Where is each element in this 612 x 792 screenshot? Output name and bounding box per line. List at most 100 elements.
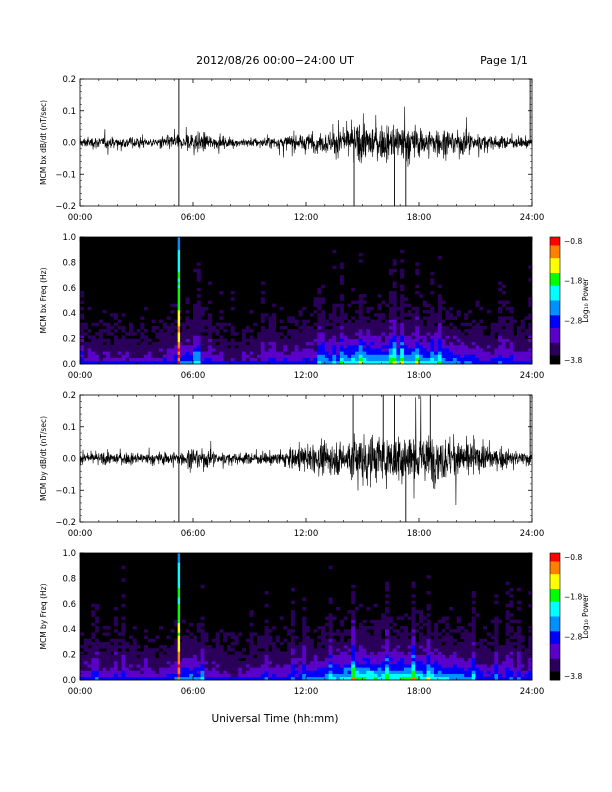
spectrogram-cell <box>452 351 457 355</box>
spectrogram-cell <box>170 654 175 659</box>
spectrogram-cell <box>358 313 363 317</box>
spectrogram-cell <box>456 332 461 336</box>
spectrogram-cell <box>121 670 126 674</box>
spectrogram-cell <box>524 664 529 668</box>
spectrogram-cell <box>411 335 416 339</box>
spectrogram-cell <box>80 341 85 346</box>
spectrogram-cell <box>351 600 356 605</box>
spectrogram-cell <box>434 325 439 330</box>
spectrogram-cell <box>170 645 175 649</box>
spectrogram-cell <box>98 676 103 681</box>
spectrogram-cell <box>223 348 228 352</box>
spectrogram-cell <box>351 645 356 649</box>
colorbar-band <box>550 272 560 276</box>
spectrogram-cell <box>332 673 337 678</box>
spectrogram-cell <box>403 313 408 317</box>
spectrogram-cell <box>298 645 303 649</box>
spectrogram-cell <box>128 322 134 327</box>
spectrogram-cell <box>434 316 439 320</box>
colorbar-band <box>550 268 560 272</box>
spectrogram-cell <box>196 322 201 327</box>
spectrogram-cell <box>445 341 450 346</box>
spectrogram-cell <box>287 654 292 659</box>
spectrogram-cell <box>524 673 529 678</box>
spectrogram-cell <box>91 641 96 646</box>
spectrogram-cell <box>80 657 85 662</box>
spectrogram-cell <box>358 657 363 662</box>
spectrogram-cell <box>351 322 356 327</box>
spectrogram-cell <box>264 329 269 333</box>
spectrogram-cell <box>166 348 171 352</box>
spectrogram-cell <box>505 348 510 352</box>
spectrogram-cell <box>272 641 277 646</box>
spectrogram-cell <box>204 651 209 655</box>
spectrogram-cell <box>377 335 382 339</box>
spectrogram-cell <box>362 300 367 304</box>
spectrogram-cell <box>321 360 326 365</box>
spectrogram-cell <box>110 673 115 678</box>
spectrogram-cell <box>253 667 258 671</box>
spectrogram-cell <box>479 648 484 652</box>
spectrogram-cell <box>528 322 533 327</box>
spectrogram-cell <box>132 348 137 352</box>
spectrogram-cell <box>87 348 92 352</box>
spectrogram-cell <box>430 271 435 276</box>
spectrogram-cell <box>290 610 295 614</box>
spectrogram-cell <box>419 610 424 614</box>
colorbar-band <box>550 572 560 575</box>
spectrogram-cell <box>309 670 314 674</box>
spectrogram-cell <box>509 667 514 671</box>
spectrogram-cell <box>91 660 96 665</box>
spectrogram-cell <box>358 660 363 665</box>
spectrogram-cell <box>343 651 348 655</box>
spectrogram-cell <box>347 360 352 365</box>
spectrogram-cell <box>208 316 213 320</box>
spectrogram-cell <box>87 341 92 346</box>
spectrogram-cell <box>422 325 427 330</box>
spectrogram-cell <box>193 341 198 346</box>
spectrogram-cell <box>193 351 198 355</box>
spectrogram-cell <box>452 657 457 662</box>
spectrogram-cell <box>121 341 126 346</box>
spectrogram-cell <box>411 635 416 640</box>
spectrogram-cell <box>460 360 465 365</box>
spectrogram-cell <box>490 325 495 330</box>
spectrogram-cell <box>223 670 228 674</box>
spectrogram-cell <box>279 616 284 620</box>
spectrogram-cell <box>388 651 393 655</box>
spectrogram-cell <box>475 654 480 659</box>
spectrogram-cell <box>381 332 386 336</box>
spectrogram-cell <box>283 325 288 330</box>
spectrogram-cell <box>479 641 484 646</box>
spectrogram-cell <box>91 648 96 652</box>
colorbar-band <box>550 677 560 681</box>
spectrogram-cell <box>434 670 439 674</box>
spectrogram-cell <box>238 348 243 352</box>
spectrogram-cell <box>516 641 521 646</box>
spectrogram-cell <box>437 341 442 346</box>
spectrogram-cell <box>498 287 503 292</box>
spectrogram-cell <box>351 348 356 352</box>
spectrogram-cell <box>226 357 231 362</box>
spectrogram-cell <box>95 626 100 630</box>
spectrogram-cell <box>358 306 363 311</box>
spectrogram-cell <box>441 673 446 678</box>
spectrogram-cell <box>324 667 329 671</box>
spectrogram-cell <box>437 645 442 649</box>
spectrogram-cell <box>332 638 337 643</box>
spectrogram-burst-cell <box>177 300 181 304</box>
colorbar-band <box>550 344 560 348</box>
spectrogram-cell <box>339 341 344 346</box>
spectrogram-cell <box>460 344 465 349</box>
spectrogram-cell <box>162 325 167 330</box>
spectrogram-cell <box>403 667 408 671</box>
spectrogram-cell <box>283 660 288 665</box>
spectrogram-cell <box>132 354 137 358</box>
spectrogram-cell <box>494 673 499 678</box>
spectrogram-cell <box>260 357 265 362</box>
spectrogram-cell <box>234 641 239 646</box>
spectrogram-cell <box>437 641 442 646</box>
colorbar-band <box>550 264 560 268</box>
spectrogram-cell <box>407 341 412 346</box>
spectrogram-cell <box>358 329 363 333</box>
